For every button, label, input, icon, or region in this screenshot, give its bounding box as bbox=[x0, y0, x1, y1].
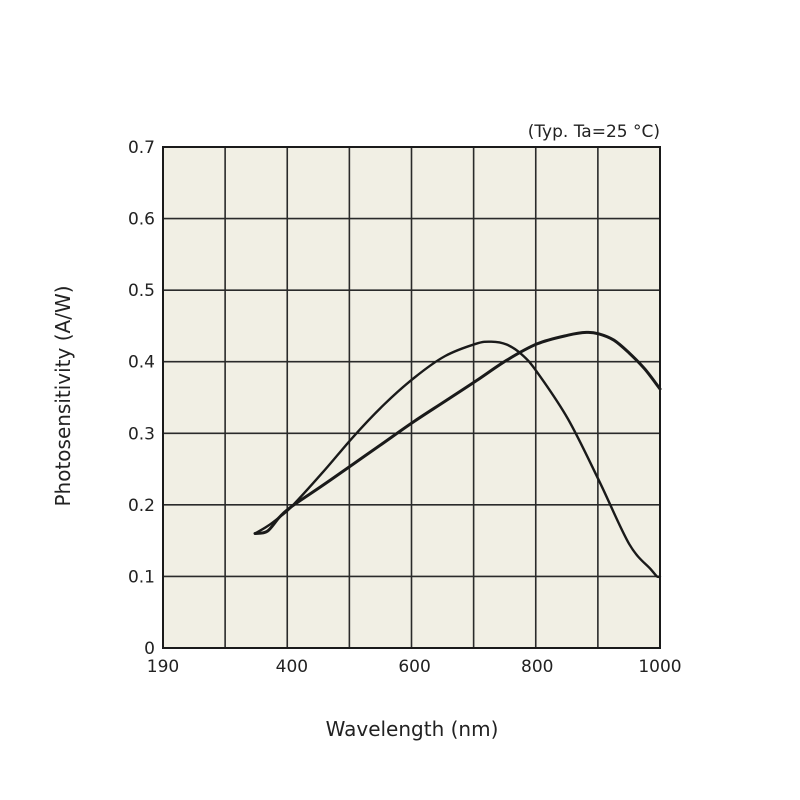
y-tick-label: 0.5 bbox=[128, 281, 155, 301]
grid bbox=[163, 147, 660, 648]
x-tick-label: 190 bbox=[147, 657, 179, 677]
x-tick-label: 1000 bbox=[638, 657, 681, 677]
y-tick-label: 0.2 bbox=[128, 496, 155, 516]
y-tick-label: 0.3 bbox=[128, 424, 155, 444]
y-tick-label: 0 bbox=[144, 639, 155, 659]
y-tick-label: 0.6 bbox=[128, 210, 155, 230]
plot-frame bbox=[162, 146, 661, 649]
series-line-2 bbox=[253, 330, 662, 535]
x-tick-label: 600 bbox=[398, 657, 430, 677]
y-tick-label: 0.1 bbox=[128, 567, 155, 587]
y-tick-label: 0.4 bbox=[128, 353, 155, 373]
x-tick-label: 800 bbox=[521, 657, 553, 677]
y-axis-title: Photosensitivity (A/W) bbox=[51, 285, 75, 506]
annotation-conditions: (Typ. Ta=25 °C) bbox=[528, 122, 660, 142]
y-axis-ticks: 0 0.1 0.2 0.3 0.4 0.5 0.6 0.7 bbox=[128, 138, 155, 659]
x-tick-label: 400 bbox=[276, 657, 308, 677]
x-axis-title: Wavelength (nm) bbox=[326, 717, 499, 741]
series-layer bbox=[253, 330, 662, 579]
y-tick-label: 0.7 bbox=[128, 138, 155, 158]
x-axis-ticks: 190 400 600 800 1000 bbox=[147, 657, 682, 677]
